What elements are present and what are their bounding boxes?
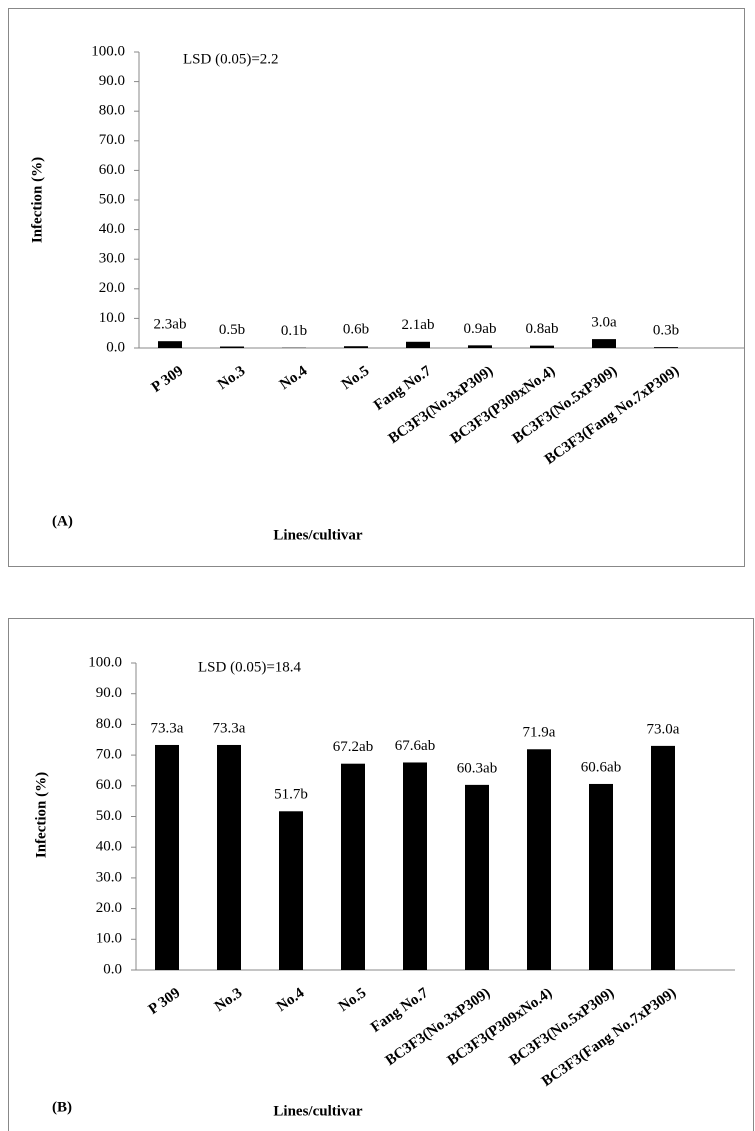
page: 0.0 10.0 20.0 30.0 40.0 50.0 60.0 70.0 80.0 90.0 1… bbox=[0, 0, 755, 1131]
panel-label: (B) bbox=[52, 1099, 72, 1115]
y-tick-label: 30.0 bbox=[99, 251, 125, 267]
x-tick-label: BC3F3(No.5xP309) bbox=[510, 363, 621, 447]
y-tick-label: 70.0 bbox=[99, 132, 125, 148]
x-tick-label: P 309 bbox=[149, 363, 187, 396]
bar bbox=[651, 746, 675, 970]
x-tick-label: BC3F3(P309xNo.4) bbox=[448, 363, 559, 447]
y-tick-label: 10.0 bbox=[99, 310, 125, 326]
bar bbox=[158, 341, 182, 348]
bar bbox=[465, 785, 489, 970]
y-tick-label: 0.0 bbox=[106, 339, 125, 355]
x-tick-label: No.3 bbox=[215, 363, 248, 393]
value-label: 0.9ab bbox=[464, 321, 497, 337]
bar bbox=[406, 342, 430, 348]
bar bbox=[403, 762, 427, 970]
value-label: 2.3ab bbox=[154, 317, 187, 333]
bar bbox=[654, 347, 678, 348]
value-label: 73.0a bbox=[647, 721, 680, 737]
bar bbox=[530, 346, 554, 348]
value-label: 2.1ab bbox=[402, 317, 435, 333]
x-tick-label: No.5 bbox=[339, 363, 372, 393]
annotation: LSD (0.05)=2.2 bbox=[183, 51, 279, 67]
value-label: 60.6ab bbox=[581, 759, 621, 775]
y-axis-label: Infection (%) bbox=[33, 772, 49, 858]
value-label: 0.6b bbox=[343, 322, 369, 338]
panel-label: (A) bbox=[52, 513, 73, 529]
value-label: 73.3a bbox=[151, 720, 184, 736]
bar bbox=[220, 347, 244, 348]
x-tick-label: No.5 bbox=[336, 985, 369, 1015]
value-label: 71.9a bbox=[523, 725, 556, 741]
y-tick-label: 90.0 bbox=[99, 73, 125, 89]
y-tick-label: 20.0 bbox=[96, 900, 122, 916]
y-tick-label: 50.0 bbox=[96, 808, 122, 824]
y-tick-label: 60.0 bbox=[99, 162, 125, 178]
value-label: 51.7b bbox=[274, 787, 308, 803]
value-label: 0.5b bbox=[219, 322, 245, 338]
value-label: 67.2ab bbox=[333, 739, 373, 755]
value-label: 0.1b bbox=[281, 323, 307, 339]
x-tick-label: BC3F3(P309xNo.4) bbox=[445, 985, 556, 1069]
bar bbox=[217, 745, 241, 970]
value-label: 0.3b bbox=[653, 323, 679, 339]
y-tick-label: 70.0 bbox=[96, 747, 122, 763]
value-label: 0.8ab bbox=[526, 321, 559, 337]
y-tick-label: 60.0 bbox=[96, 777, 122, 793]
figure: 0.0 10.0 20.0 30.0 40.0 50.0 60.0 70.0 80.0 90.0 1… bbox=[0, 0, 755, 1131]
x-axis-label: Lines/cultivar bbox=[273, 1103, 363, 1119]
bar bbox=[341, 764, 365, 970]
y-tick-label: 50.0 bbox=[99, 191, 125, 207]
x-tick-label: BC3F3(No.5xP309) bbox=[507, 985, 618, 1069]
value-label: 67.6ab bbox=[395, 738, 435, 754]
y-tick-label: 10.0 bbox=[96, 931, 122, 947]
x-tick-label: BC3F3(No.3xP309) bbox=[386, 363, 497, 447]
x-tick-label: BC3F3(No.3xP309) bbox=[383, 985, 494, 1069]
value-label: 73.3a bbox=[213, 720, 246, 736]
bar bbox=[592, 339, 616, 348]
x-tick-label: No.4 bbox=[274, 985, 308, 1015]
y-tick-label: 80.0 bbox=[96, 716, 122, 732]
y-tick-label: 40.0 bbox=[96, 839, 122, 855]
y-tick-label: 30.0 bbox=[96, 869, 122, 885]
y-tick-label: 80.0 bbox=[99, 103, 125, 119]
x-axis-label: Lines/cultivar bbox=[273, 527, 363, 543]
bar bbox=[527, 749, 551, 970]
annotation: LSD (0.05)=18.4 bbox=[198, 659, 302, 675]
x-tick-label: No.3 bbox=[212, 985, 245, 1015]
x-tick-label: No.4 bbox=[277, 363, 311, 393]
y-tick-label: 40.0 bbox=[99, 221, 125, 237]
y-axis-label: Infection (%) bbox=[29, 157, 45, 243]
y-tick-label: 100.0 bbox=[91, 43, 125, 59]
y-tick-label: 20.0 bbox=[99, 280, 125, 296]
y-tick-label: 90.0 bbox=[96, 685, 122, 701]
y-tick-label: 100.0 bbox=[88, 654, 122, 670]
bar bbox=[344, 346, 368, 348]
bar bbox=[589, 784, 613, 970]
bar bbox=[468, 345, 492, 348]
value-label: 3.0a bbox=[591, 315, 617, 331]
y-tick-label: 0.0 bbox=[103, 961, 122, 977]
x-tick-label: P 309 bbox=[146, 985, 184, 1018]
value-label: 60.3ab bbox=[457, 760, 497, 776]
bar bbox=[279, 811, 303, 970]
bar bbox=[155, 745, 179, 970]
